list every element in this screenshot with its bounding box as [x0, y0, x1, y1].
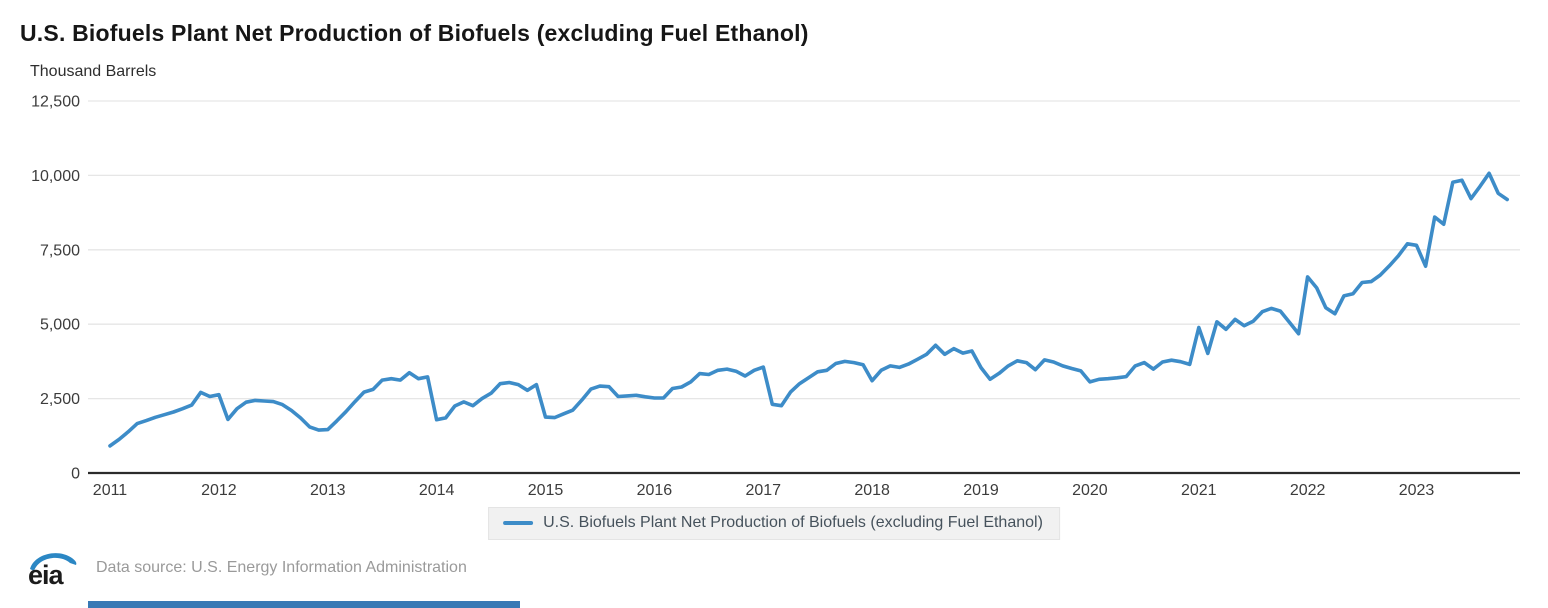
x-tick-label: 2012 — [201, 482, 237, 499]
x-tick-label: 2020 — [1072, 482, 1108, 499]
page-title: U.S. Biofuels Plant Net Production of Bi… — [20, 20, 809, 46]
y-tick-label: 0 — [71, 466, 80, 483]
y-axis-units-label: Thousand Barrels — [30, 63, 157, 80]
y-axis-tick-labels: 0 2,500 5,000 7,500 10,000 12,500 — [31, 94, 80, 483]
legend-label: U.S. Biofuels Plant Net Production of Bi… — [543, 514, 1043, 531]
x-axis-tick-labels: 2011 2012 2013 2014 2015 2016 2017 2018 2019 2020… — [93, 482, 1435, 499]
x-tick-label: 2021 — [1181, 482, 1217, 499]
y-tick-label: 12,500 — [31, 94, 80, 111]
eia-logo-text: eia — [28, 560, 65, 590]
x-tick-label: 2018 — [854, 482, 890, 499]
x-tick-label: 2013 — [310, 482, 346, 499]
series-group — [108, 171, 1509, 448]
x-tick-label: 2015 — [528, 482, 564, 499]
legend-line-swatch — [503, 521, 534, 525]
x-tick-label: 2014 — [419, 482, 455, 499]
data-source-text: Data source: U.S. Energy Information Adm… — [96, 559, 467, 576]
x-tick-label: 2019 — [963, 482, 999, 499]
x-tick-label: 2016 — [637, 482, 673, 499]
gridlines — [88, 100, 1520, 475]
chart-footer: eia Data source: U.S. Energy Information… — [24, 546, 467, 590]
y-tick-label: 7,500 — [40, 242, 80, 259]
x-tick-label: 2011 — [93, 482, 128, 499]
x-tick-label: 2023 — [1399, 482, 1435, 499]
x-tick-label: 2022 — [1290, 482, 1326, 499]
partial-bottom-bar — [88, 601, 520, 608]
y-tick-label: 10,000 — [31, 168, 80, 185]
series-line — [108, 171, 1509, 448]
y-tick-label: 2,500 — [40, 391, 80, 408]
eia-logo-icon: eia — [28, 553, 77, 590]
x-tick-label: 2017 — [745, 482, 781, 499]
legend-item[interactable]: U.S. Biofuels Plant Net Production of Bi… — [488, 507, 1060, 540]
y-tick-label: 5,000 — [40, 317, 80, 334]
